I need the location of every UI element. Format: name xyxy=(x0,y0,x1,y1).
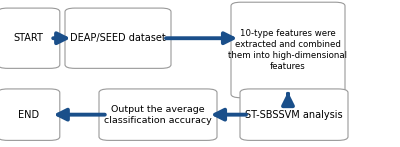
Text: 10-type features were
extracted and combined
them into high-dimensional
features: 10-type features were extracted and comb… xyxy=(228,29,348,71)
FancyBboxPatch shape xyxy=(240,89,348,140)
Text: ST-SBSSVM analysis: ST-SBSSVM analysis xyxy=(245,110,343,120)
FancyBboxPatch shape xyxy=(0,8,60,68)
Text: END: END xyxy=(18,110,39,120)
Text: Output the average
classification accuracy: Output the average classification accura… xyxy=(104,105,212,125)
FancyBboxPatch shape xyxy=(65,8,171,68)
FancyBboxPatch shape xyxy=(231,2,345,98)
Text: DEAP/SEED dataset: DEAP/SEED dataset xyxy=(70,33,166,43)
FancyBboxPatch shape xyxy=(0,89,60,140)
FancyBboxPatch shape xyxy=(99,89,217,140)
Text: START: START xyxy=(14,33,44,43)
